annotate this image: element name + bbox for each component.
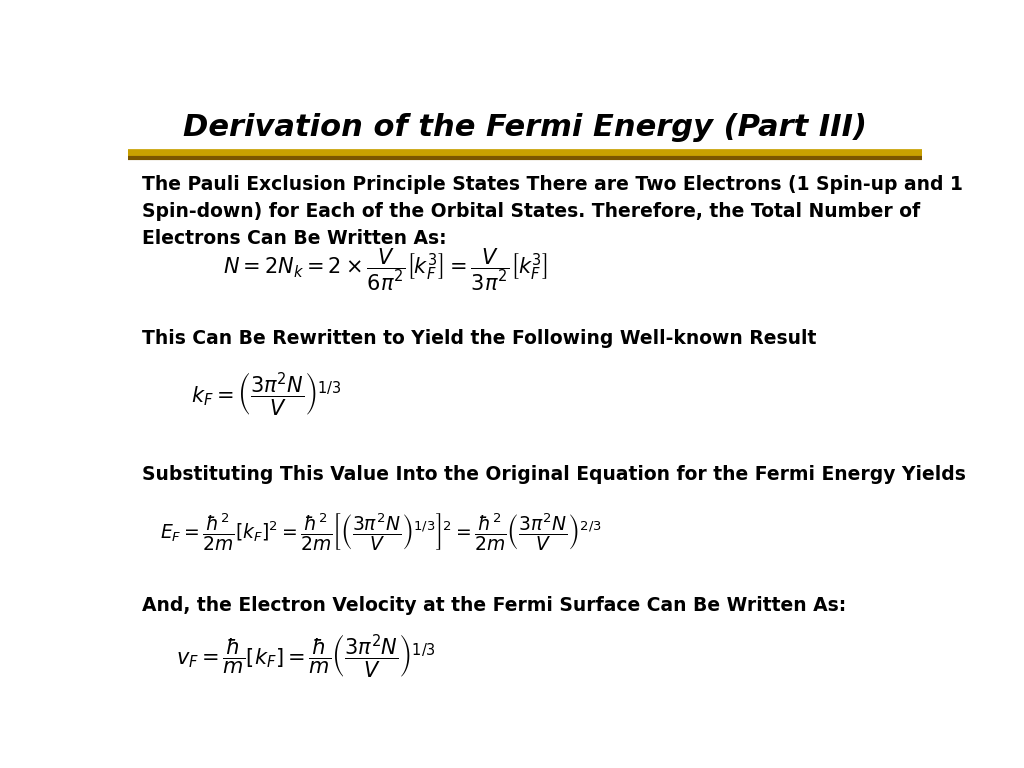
Text: $E_F = \dfrac{\hbar^2}{2m}\left[k_F\right]^2 = \dfrac{\hbar^2}{2m}\left[\left(\d: $E_F = \dfrac{\hbar^2}{2m}\left[k_F\righ… [160, 512, 602, 554]
Text: $N = 2N_k = 2 \times \dfrac{V}{6\pi^2}\left[k_F^3\right] = \dfrac{V}{3\pi^2}\lef: $N = 2N_k = 2 \times \dfrac{V}{6\pi^2}\l… [223, 247, 548, 293]
Text: Derivation of the Fermi Energy (Part III): Derivation of the Fermi Energy (Part III… [183, 113, 866, 142]
Text: Substituting This Value Into the Original Equation for the Fermi Energy Yields: Substituting This Value Into the Origina… [142, 465, 967, 484]
Text: The Pauli Exclusion Principle States There are Two Electrons (1 Spin-up and 1
Sp: The Pauli Exclusion Principle States The… [142, 175, 964, 249]
Text: $k_F = \left(\dfrac{3\pi^2 N}{V}\right)^{1/3}$: $k_F = \left(\dfrac{3\pi^2 N}{V}\right)^… [191, 370, 342, 417]
Text: This Can Be Rewritten to Yield the Following Well-known Result: This Can Be Rewritten to Yield the Follo… [142, 329, 817, 348]
Text: $v_F = \dfrac{\hbar}{m}\left[k_F\right] = \dfrac{\hbar}{m}\left(\dfrac{3\pi^2 N}: $v_F = \dfrac{\hbar}{m}\left[k_F\right] … [176, 631, 435, 679]
Text: And, the Electron Velocity at the Fermi Surface Can Be Written As:: And, the Electron Velocity at the Fermi … [142, 596, 847, 615]
